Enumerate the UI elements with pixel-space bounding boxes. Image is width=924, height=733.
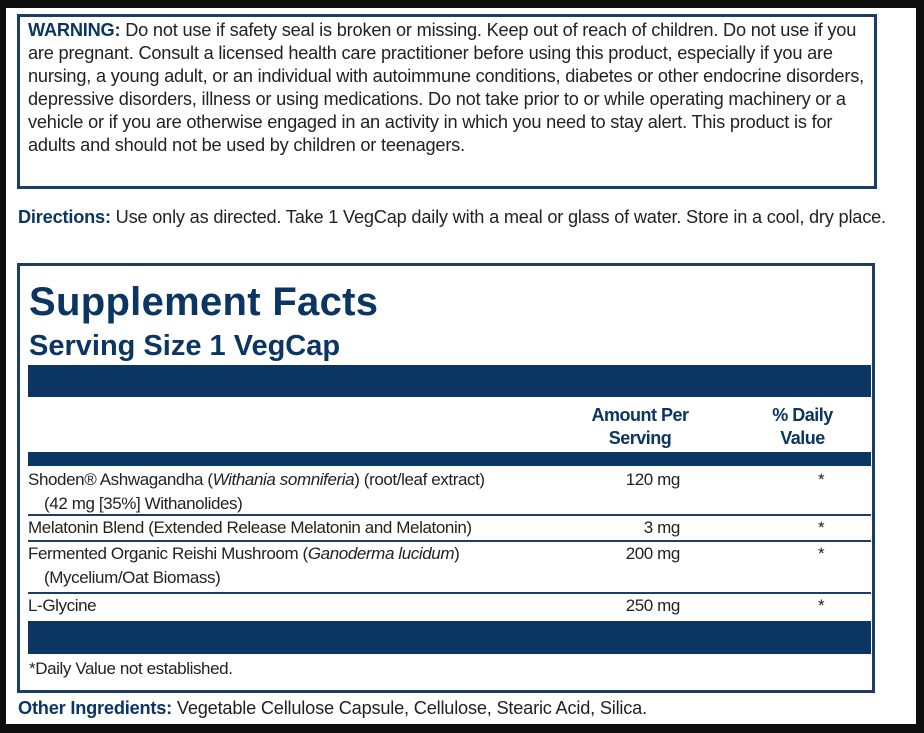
other-ingredients: Other Ingredients: Vegetable Cellulose C… [18, 698, 647, 719]
header-bar [28, 365, 871, 397]
ingredient-dv: * [818, 518, 825, 537]
table-row: Fermented Organic Reishi Mushroom (Ganod… [28, 542, 871, 594]
supplement-facts-panel: Supplement Facts Serving Size 1 VegCap A… [17, 263, 875, 693]
ingredient-name: Shoden® Ashwagandha (Withania somniferia… [28, 470, 485, 513]
amount-header: Amount Per Serving [591, 405, 689, 448]
ingredient-amount: 3 mg [643, 518, 681, 537]
table-row: Shoden® Ashwagandha (Withania somniferia… [28, 468, 871, 516]
label-page: WARNING: Do not use if safety seal is br… [6, 8, 916, 724]
other-ingredients-label: Other Ingredients: [18, 698, 173, 718]
ingredient-amount: 200 mg [625, 544, 681, 563]
footnote: *Daily Value not established. [29, 659, 233, 678]
ingredient-name: Fermented Organic Reishi Mushroom (Ganod… [28, 544, 460, 587]
serving-size: Serving Size 1 VegCap [29, 330, 341, 362]
warning-box: WARNING: Do not use if safety seal is br… [17, 14, 877, 189]
ingredient-dv: * [818, 544, 825, 563]
table-row: Melatonin Blend (Extended Release Melato… [28, 516, 871, 542]
ingredient-amount: 120 mg [625, 470, 681, 489]
directions-text: Use only as directed. Take 1 VegCap dail… [110, 207, 886, 227]
other-ingredients-text: Vegetable Cellulose Capsule, Cellulose, … [172, 698, 647, 718]
divider-bar [28, 452, 871, 466]
ingredient-name: L-Glycine [28, 596, 97, 615]
directions: Directions: Use only as directed. Take 1… [18, 206, 898, 229]
warning-text: Do not use if safety seal is broken or m… [28, 20, 864, 155]
supplement-facts-title: Supplement Facts [29, 280, 379, 324]
ingredient-amount: 250 mg [625, 596, 681, 615]
warning-label: WARNING: [28, 20, 121, 40]
table-row: L-Glycine 250 mg * [28, 594, 871, 620]
ingredient-name: Melatonin Blend (Extended Release Melato… [28, 518, 472, 537]
ingredient-dv: * [818, 596, 825, 615]
ingredient-dv: * [818, 470, 825, 489]
footer-bar [28, 621, 871, 654]
daily-value-header: % Daily Value [772, 405, 833, 448]
directions-label: Directions: [18, 207, 111, 227]
